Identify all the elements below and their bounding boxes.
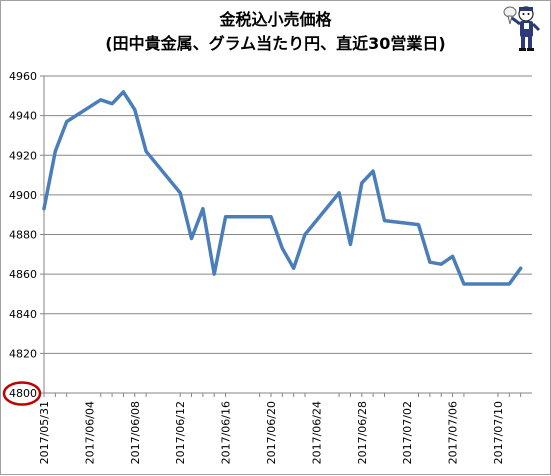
series-line [42, 90, 523, 286]
y-tick-label: 4840 [9, 308, 37, 321]
x-tick-label: 2017/06/12 [174, 401, 187, 464]
x-axis-ticks: 2017/05/31 2017/06/04 2017/06/08 2017/06/12… [38, 393, 522, 464]
x-tick-label: 2017/07/02 [401, 401, 414, 464]
x-tick-label: 2017/05/31 [38, 401, 51, 464]
x-tick-label: 2017/06/08 [129, 401, 142, 464]
y-tick-label: 4820 [9, 347, 37, 360]
x-tick-label: 2017/06/04 [83, 401, 96, 464]
grid-lines [44, 75, 532, 354]
x-tick-label: 2017/06/28 [356, 401, 369, 464]
y-axis-ticks: 4800 4820 4840 4860 4880 4900 4920 4940 4960 [9, 70, 44, 400]
mascot-figure-icon [503, 6, 541, 51]
series-layer [42, 90, 523, 286]
x-tick-label: 2017/06/20 [265, 401, 278, 464]
y-tick-label: 4940 [9, 110, 37, 123]
highlight-layer [2, 381, 42, 406]
y-tick-label: 4960 [9, 70, 37, 83]
y-tick-label: 4880 [9, 229, 37, 242]
x-tick-label: 2017/07/10 [492, 401, 505, 464]
y-tick-label: 4900 [9, 189, 37, 202]
chart-subtitle: (田中貴金属、グラム当たり円、直近30営業日) [105, 34, 446, 53]
y-tick-label: 4800 [9, 387, 37, 400]
x-tick-label: 2017/07/06 [447, 401, 460, 464]
highlight-ring [2, 381, 42, 406]
x-tick-label: 2017/06/24 [310, 401, 323, 464]
chart-title: 金税込小売価格 [219, 10, 332, 29]
y-tick-label: 4920 [9, 149, 37, 162]
x-tick-label: 2017/06/16 [220, 401, 233, 464]
y-tick-label: 4860 [9, 268, 37, 281]
